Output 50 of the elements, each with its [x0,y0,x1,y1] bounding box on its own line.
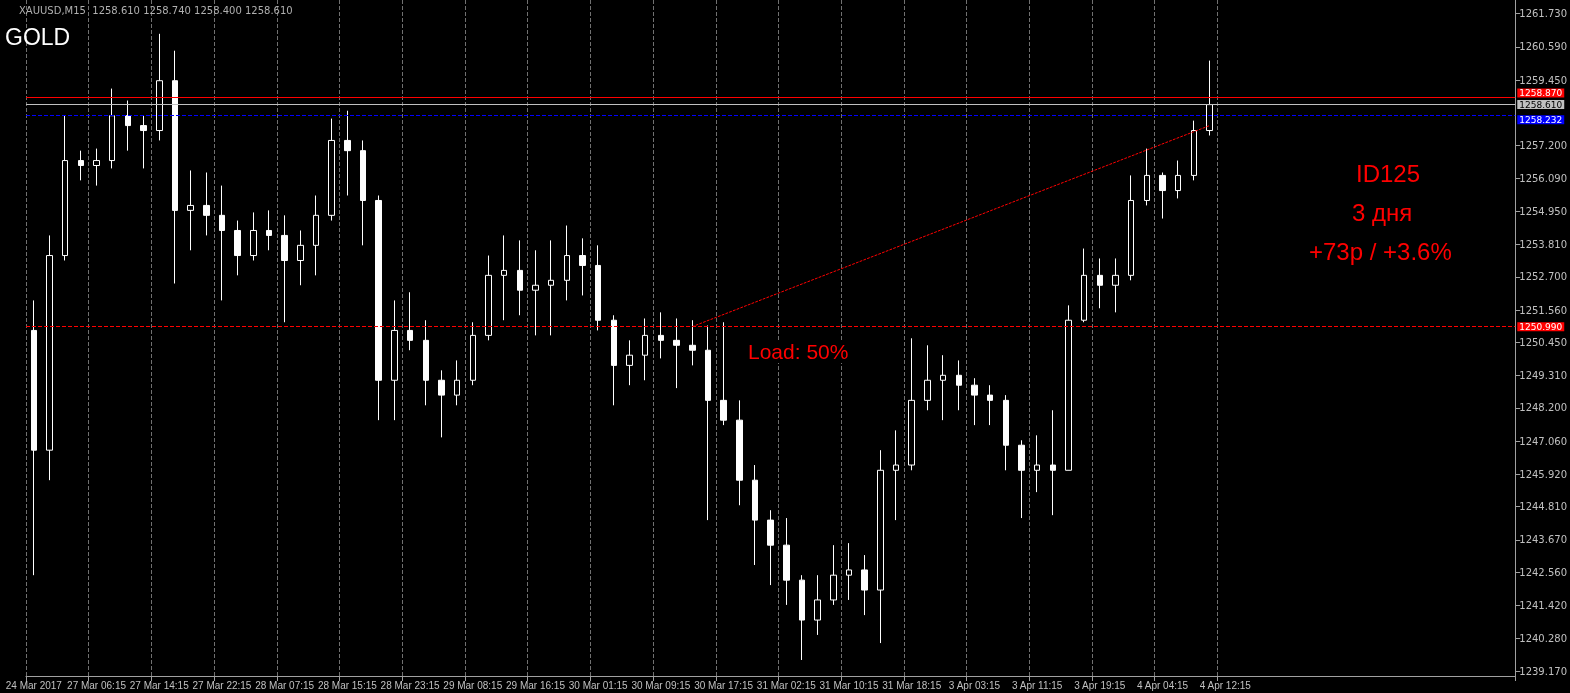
y-tick-label: 1259.450 [1519,74,1567,86]
ref-line-label: 1250.990 [1519,321,1563,332]
x-tick-label: 31 Mar 10:15 [819,679,879,691]
chart-subtitle: XAUUSD,M15 1258.610 1258.740 1258.400 1258.610 [19,4,293,16]
y-tick-label: 1252.700 [1519,271,1567,283]
y-tick-label: 1248.200 [1519,402,1567,414]
ref-line-label: 1258.232 [1519,114,1563,125]
x-tick-label: 29 Mar 08:15 [443,679,503,691]
x-tick-label: 27 Mar 14:15 [129,679,190,691]
x-tick-label: 3 Apr 03:15 [948,679,1001,691]
ref-line-label: 1258.870 [1519,88,1563,99]
y-tick-label: 1242.560 [1519,566,1567,578]
x-tick-label: 3 Apr 19:15 [1074,679,1126,691]
x-tick-label: 28 Mar 07:15 [255,679,315,691]
x-tick-label: 31 Mar 02:15 [756,679,817,691]
y-tick-label: 1249.310 [1519,370,1567,382]
y-tick-label: 1243.670 [1519,534,1567,546]
y-tick-label: 1253.810 [1519,238,1567,250]
x-tick-label: 30 Mar 09:15 [631,679,691,691]
ref-line-label: 1258.610 [1519,99,1563,110]
y-tick-label: 1257.200 [1519,140,1567,152]
x-tick-label: 4 Apr 04:15 [1136,679,1189,691]
x-tick-label: 24 Mar 2017 [5,679,63,691]
y-tick-label: 1240.280 [1519,633,1567,645]
y-tick-label: 1241.420 [1519,599,1567,611]
x-tick-label: 31 Mar 18:15 [882,679,942,691]
x-tick-label: 28 Mar 15:15 [317,679,378,691]
y-tick-label: 1245.920 [1519,468,1567,480]
x-tick-label: 27 Mar 06:15 [67,679,127,691]
x-tick-label: 4 Apr 12:15 [1199,679,1252,691]
annotation: 3 дня [1352,198,1413,226]
x-tick-label: 27 Mar 22:15 [192,679,252,691]
text: GOLD [5,23,71,50]
annotation: Load: 50% [748,340,849,363]
y-tick-label: 1247.060 [1519,435,1567,447]
annotation: ID125 [1356,159,1421,187]
y-tick-label: 1239.170 [1519,665,1567,677]
y-tick-label: 1251.560 [1519,304,1567,316]
annotation: +73р / +3.6% [1309,237,1452,265]
y-tick-label: 1260.590 [1519,41,1567,53]
x-tick-label: 29 Mar 16:15 [506,679,566,691]
y-tick-label: 1261.730 [1519,8,1567,20]
y-tick-label: 1250.450 [1519,336,1567,348]
x-tick-label: 28 Mar 23:15 [380,679,440,691]
x-tick-label: 30 Mar 01:15 [568,679,629,691]
y-tick-label: 1254.950 [1519,205,1567,217]
y-tick-label: 1256.090 [1519,172,1567,184]
x-tick-label: 30 Mar 17:15 [694,679,754,691]
y-tick-label: 1244.810 [1519,501,1567,513]
x-tick-label: 3 Apr 11:15 [1011,679,1063,691]
